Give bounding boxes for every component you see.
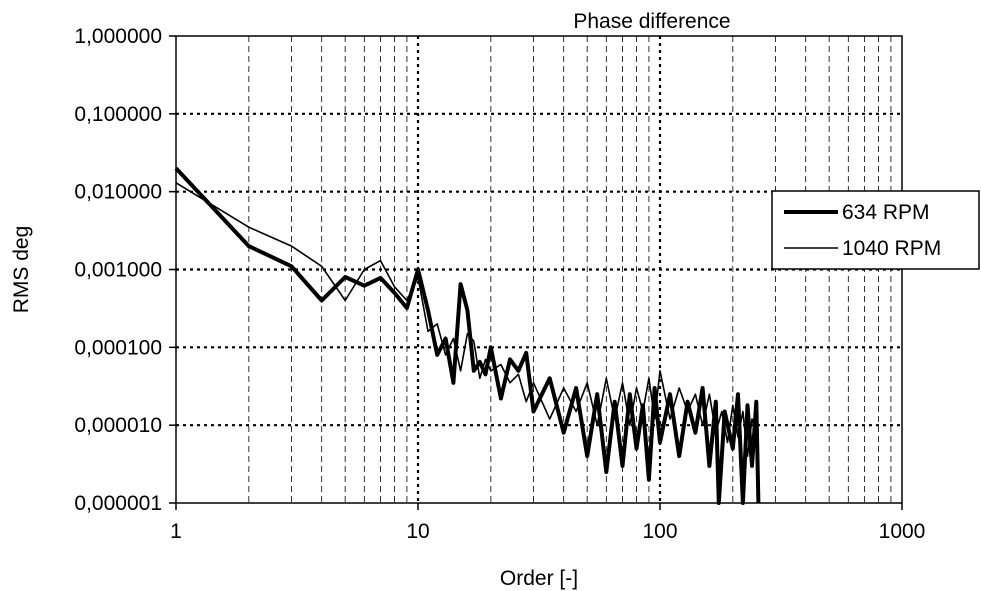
- y-tick-label: 0,100000: [74, 103, 162, 126]
- y-tick-label: 0,000001: [74, 492, 162, 515]
- x-tick-label: 10: [406, 520, 429, 543]
- y-tick-label: 0,000010: [74, 414, 162, 437]
- x-tick-label: 1000: [879, 520, 926, 543]
- y-axis-label: RMS deg: [10, 226, 33, 314]
- series-line-1: [174, 166, 761, 505]
- series-line-2: [175, 182, 758, 457]
- series-layer: [174, 166, 761, 505]
- y-tick-labels: 0,000001 0,000010 0,000100 0,001000 0,010000…: [74, 25, 176, 515]
- y-tick-label: 0,001000: [74, 259, 162, 282]
- y-tick-label: 1,000000: [74, 25, 162, 48]
- legend-label-1: 634 RPM: [842, 201, 930, 224]
- y-tick-label: 0,000100: [74, 336, 162, 359]
- legend: 634 RPM 1040 RPM: [771, 190, 980, 270]
- legend-box: [771, 190, 980, 270]
- legend-label-2: 1040 RPM: [842, 237, 941, 260]
- x-axis-label: Order [-]: [500, 567, 578, 590]
- x-tick-label: 100: [642, 520, 677, 543]
- y-tick-label: 0,010000: [74, 181, 162, 204]
- x-tick-label: 1: [170, 520, 182, 543]
- x-tick-labels: 1 10 100 1000: [170, 503, 925, 543]
- chart-title: Phase difference: [573, 10, 730, 33]
